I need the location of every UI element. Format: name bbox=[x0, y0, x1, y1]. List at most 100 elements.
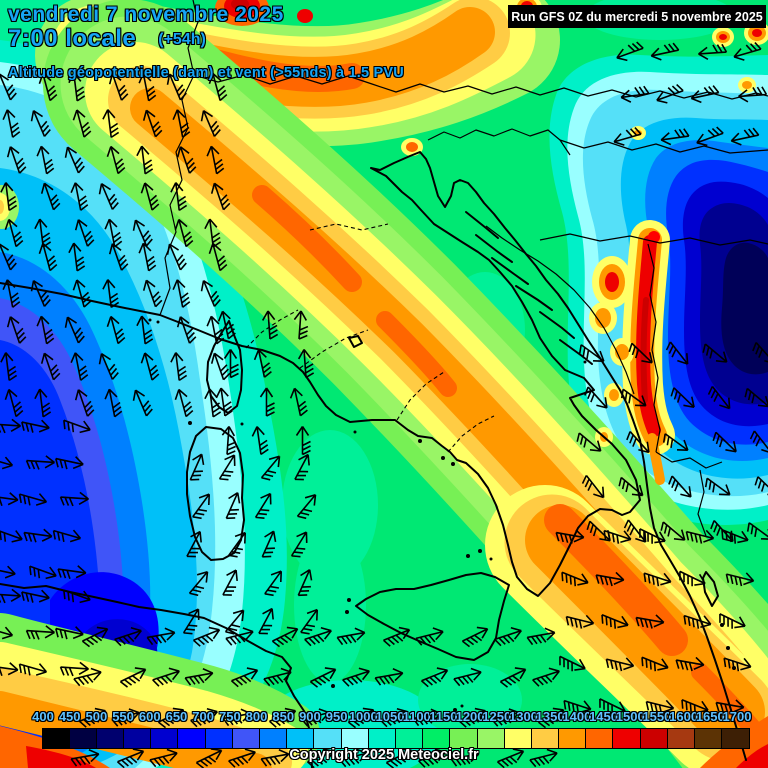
title-block: vendredi 7 novembre 2025 7:00 locale (+54… bbox=[8, 3, 404, 81]
wind-barb-icon bbox=[166, 243, 187, 271]
wind-barb-icon bbox=[643, 572, 672, 587]
wind-barb-icon bbox=[382, 626, 411, 647]
wind-barb-icon bbox=[106, 315, 126, 345]
wind-barb-icon bbox=[260, 748, 290, 767]
scale-label: 800 bbox=[245, 709, 268, 724]
wind-barb-icon bbox=[228, 748, 256, 768]
wind-barb-icon bbox=[224, 609, 245, 635]
wind-barb-icon bbox=[174, 388, 194, 418]
wind-barb-icon bbox=[715, 699, 745, 714]
wind-barb-icon bbox=[136, 145, 154, 175]
wind-barb-icon bbox=[626, 431, 650, 454]
wind-barb-icon bbox=[584, 386, 608, 409]
scale-cell bbox=[123, 728, 152, 749]
map-time: 7:00 locale bbox=[8, 25, 137, 53]
wind-barb-icon bbox=[132, 219, 153, 247]
wind-barb-icon bbox=[665, 341, 689, 365]
wind-barb-icon bbox=[260, 455, 281, 481]
wind-barb-icon bbox=[660, 128, 690, 146]
wind-barb-icon bbox=[0, 528, 23, 543]
wind-barb-icon bbox=[698, 43, 728, 61]
wind-barb-icon bbox=[289, 387, 308, 417]
scale-label: 1100 bbox=[402, 709, 431, 724]
wind-barb-icon bbox=[186, 530, 202, 558]
wind-barb-icon bbox=[38, 72, 58, 102]
wind-barb-icon bbox=[72, 109, 92, 138]
wind-barb-icon bbox=[29, 565, 57, 580]
wind-barb-icon bbox=[184, 667, 214, 686]
wind-barb-icon bbox=[200, 279, 221, 307]
wind-barb-icon bbox=[189, 453, 205, 481]
wind-barb-icon bbox=[561, 571, 589, 587]
wind-barb-icon bbox=[222, 569, 238, 596]
wind-barb-icon bbox=[102, 109, 120, 139]
scale-label: 850 bbox=[272, 709, 295, 724]
wind-barb-icon bbox=[306, 748, 335, 768]
scale-cell bbox=[367, 728, 397, 749]
wind-barb-icon bbox=[40, 182, 61, 211]
wind-barb-icon bbox=[601, 614, 629, 629]
scale-cell bbox=[68, 728, 98, 749]
wind-barb-icon bbox=[138, 242, 157, 272]
wind-barb-icon bbox=[59, 491, 89, 507]
wind-barb-icon bbox=[563, 699, 592, 714]
wind-barb-icon bbox=[683, 614, 712, 629]
scale-label: 400 bbox=[32, 709, 54, 724]
wind-barb-icon bbox=[675, 656, 705, 672]
scale-label: 600 bbox=[138, 709, 161, 724]
scale-cell bbox=[476, 728, 506, 749]
wind-barb-icon bbox=[217, 310, 236, 340]
scale-label: 1350 bbox=[535, 709, 565, 724]
wind-barb-icon bbox=[63, 589, 91, 604]
wind-barb-icon bbox=[559, 655, 586, 672]
scale-label: 1000 bbox=[348, 709, 378, 724]
wind-barb-icon bbox=[347, 707, 375, 729]
wind-barb-icon bbox=[618, 476, 644, 497]
wind-barb-icon bbox=[38, 242, 58, 272]
wind-barb-icon bbox=[225, 627, 254, 646]
scale-label: 650 bbox=[165, 709, 188, 724]
wind-barb-icon bbox=[0, 182, 18, 212]
wind-barb-icon bbox=[230, 667, 259, 688]
wind-barb-icon bbox=[142, 279, 163, 308]
wind-barb-icon bbox=[662, 433, 689, 452]
wind-barb-icon bbox=[565, 614, 595, 629]
wind-barb-icon bbox=[635, 614, 665, 629]
wind-barb-icon bbox=[712, 431, 737, 453]
wind-barb-icon bbox=[52, 529, 82, 543]
wind-barb-icon bbox=[336, 627, 366, 646]
wind-barb-icon bbox=[0, 565, 16, 579]
wind-barb-icon bbox=[752, 342, 768, 365]
wind-barb-icon bbox=[0, 662, 19, 677]
wind-barb-icon bbox=[639, 528, 666, 544]
wind-barb-icon bbox=[645, 699, 675, 714]
wind-barb-icon bbox=[690, 85, 720, 104]
wind-barb-icon bbox=[104, 388, 123, 418]
scale-label: 1400 bbox=[562, 709, 592, 724]
wind-barb-icon bbox=[70, 182, 89, 211]
wind-barb-icon bbox=[295, 426, 311, 456]
wind-barb-icon bbox=[0, 456, 14, 470]
wind-barb-icon bbox=[461, 626, 489, 648]
scale-cell bbox=[177, 728, 207, 749]
wind-barb-icon bbox=[72, 279, 92, 308]
scale-label: 1150 bbox=[429, 709, 458, 724]
wind-barb-icon bbox=[30, 109, 51, 137]
wind-barb-icon bbox=[297, 569, 313, 597]
wind-barb-icon bbox=[218, 454, 236, 481]
wind-barb-icon bbox=[304, 626, 332, 647]
wind-barb-icon bbox=[132, 389, 153, 417]
color-scale: 400 450 500 550 600 650 700 750 800 850 900 950 1000… bbox=[0, 709, 768, 751]
scale-label: 550 bbox=[112, 709, 134, 724]
wind-barb-icon bbox=[98, 352, 119, 380]
scale-cell bbox=[231, 728, 261, 749]
wind-barb-icon bbox=[36, 315, 55, 345]
wind-barb-icon bbox=[723, 657, 752, 672]
wind-barb-icon bbox=[70, 352, 89, 381]
wind-barb-icon bbox=[55, 626, 84, 640]
wind-barb-icon bbox=[0, 626, 14, 640]
scale-label: 900 bbox=[299, 709, 321, 724]
wind-barb-icon bbox=[374, 667, 404, 686]
wind-barb-icon bbox=[102, 279, 120, 309]
